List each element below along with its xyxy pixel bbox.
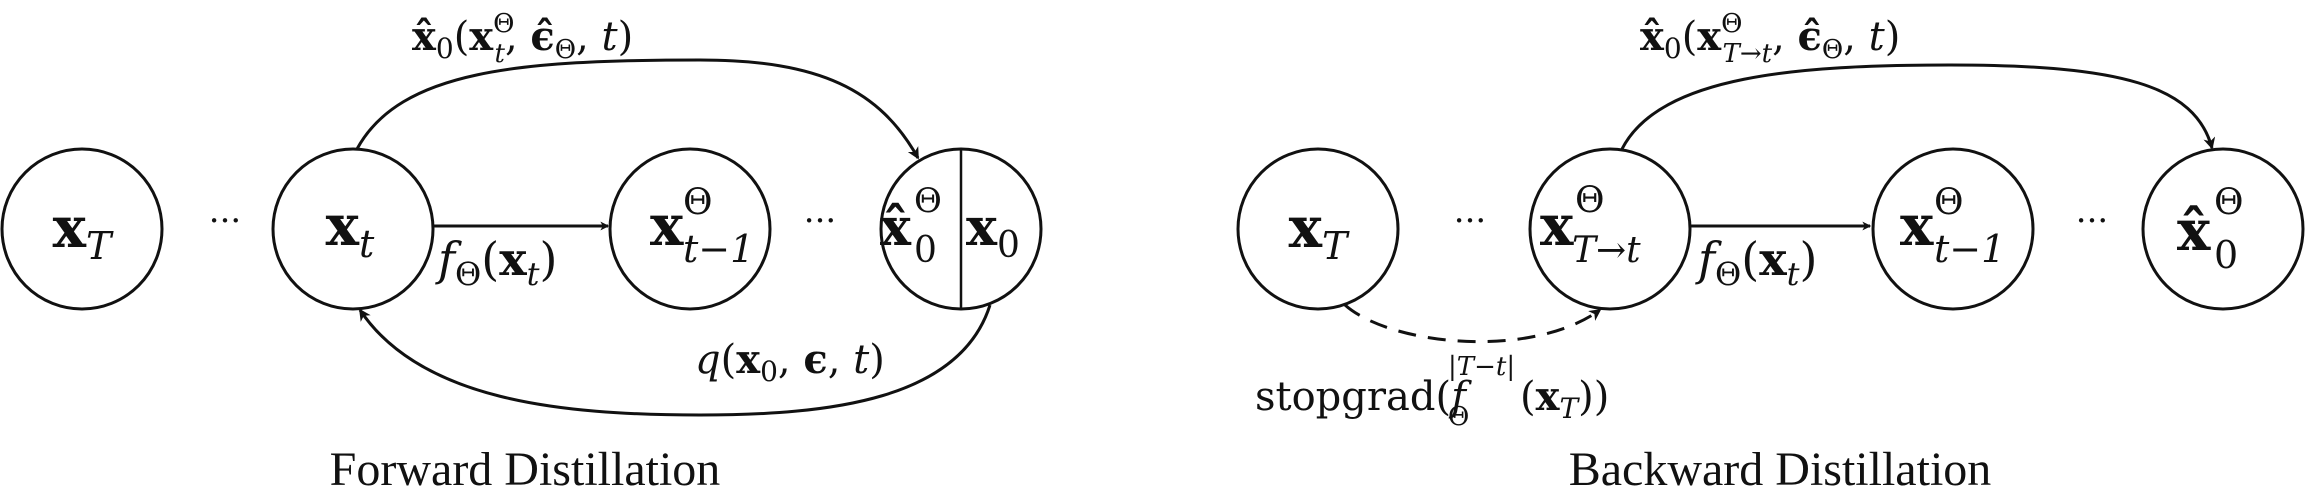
svg-text:|T−t|: |T−t| — [1448, 352, 1515, 382]
backward-node-x-t-minus-1: x Θ t−1 — [1871, 147, 2035, 311]
svg-text:Θ: Θ — [1448, 402, 1469, 432]
backward-top-curve-arrow — [1620, 63, 2216, 150]
forward-node-x0-hat: x̂ Θ 0 — [880, 181, 942, 271]
forward-straight-label: fΘ(xt) — [435, 232, 557, 293]
svg-text:x̂: x̂ — [880, 197, 912, 258]
svg-text:Θ: Θ — [683, 182, 713, 223]
forward-caption: Forward Distillation — [330, 443, 721, 496]
forward-bottom-curve-arrow — [358, 304, 992, 417]
backward-node-x-T-to-t: x Θ T→t — [1528, 147, 1692, 311]
forward-node-x0: x0 — [966, 197, 1020, 266]
svg-text:x: x — [650, 193, 684, 259]
svg-text:x̂: x̂ — [2177, 198, 2211, 264]
forward-distillation: xT ··· xt x Θ t−1 ··· x̂ Θ 0 — [0, 9, 1043, 496]
svg-text:T→t: T→t — [1572, 230, 1641, 271]
forward-ellipsis-2: ··· — [804, 201, 836, 241]
backward-node-x-T: xT — [1236, 147, 1400, 311]
svg-text:xT: xT — [53, 195, 114, 268]
forward-top-curve-label: x̂0(xΘ t, ϵ̂Θ, t) — [412, 9, 633, 69]
forward-node-x-t-minus-1: x Θ t−1 — [608, 147, 772, 311]
svg-text:Θ: Θ — [1934, 182, 1964, 223]
svg-text:x: x — [1900, 193, 1934, 259]
forward-bottom-curve-label: q(x0, ϵ, t) — [695, 336, 885, 388]
svg-text:Θ: Θ — [2214, 182, 2244, 223]
backward-distillation: xT ··· x Θ T→t x Θ t−1 ··· x̂ Θ 0 — [1236, 9, 2305, 496]
svg-text:x: x — [1540, 193, 1574, 259]
svg-text:(xT)): (xT)) — [1520, 373, 1609, 425]
backward-top-curve-label: x̂0(xΘ T→t, ϵ̂Θ, t) — [1640, 9, 1900, 69]
backward-caption: Backward Distillation — [1569, 443, 1992, 496]
svg-text:xt: xt — [326, 193, 375, 266]
svg-text:Θ: Θ — [914, 181, 942, 221]
backward-ellipsis-2: ··· — [2076, 201, 2108, 241]
svg-text:0: 0 — [2214, 233, 2238, 277]
svg-text:t−1: t−1 — [683, 227, 754, 271]
svg-text:0: 0 — [914, 230, 937, 271]
backward-dashed-curve-arrow — [1344, 303, 1602, 344]
svg-text:xT: xT — [1289, 195, 1350, 268]
forward-ellipsis-1: ··· — [209, 201, 241, 241]
backward-ellipsis-1: ··· — [1454, 201, 1486, 241]
forward-node-x-T: xT — [0, 147, 164, 311]
forward-top-curve-arrow — [355, 58, 920, 160]
svg-text:Θ: Θ — [1575, 180, 1605, 221]
svg-text:stopgrad(f: stopgrad(f — [1255, 374, 1472, 420]
svg-text:t−1: t−1 — [1934, 227, 2005, 271]
backward-straight-label: fΘ(xt) — [1695, 232, 1817, 293]
svg-text:x0: x0 — [966, 197, 1020, 266]
forward-node-x-t: xt — [271, 147, 435, 311]
backward-node-x0-hat: x̂ Θ 0 — [2141, 147, 2305, 311]
backward-dashed-curve-label: stopgrad(f |T−t| Θ (xT)) — [1255, 352, 1609, 432]
forward-node-x0hat-x0: x̂ Θ 0 x0 — [879, 147, 1043, 311]
